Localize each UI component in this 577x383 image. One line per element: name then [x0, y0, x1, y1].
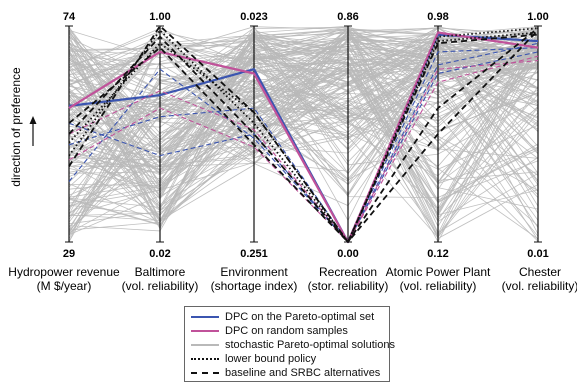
series-line-4 — [68, 27, 539, 243]
axis-name: Baltimore — [135, 265, 186, 279]
pareto-solution-line — [68, 70, 539, 225]
pareto-solution-line — [68, 36, 539, 115]
pareto-solution-line — [68, 29, 539, 241]
axis-top-value: 0.86 — [337, 11, 358, 23]
pareto-solution-line — [68, 26, 539, 208]
axis-bottom-value: 0.02 — [149, 248, 170, 260]
pareto-solution-line — [68, 52, 539, 210]
pareto-solution-line — [68, 31, 539, 204]
legend-swatch — [191, 344, 219, 346]
series-line-5 — [68, 27, 539, 243]
pareto-solution-line — [68, 26, 539, 175]
axis-name: Atomic Power Plant — [386, 265, 491, 279]
pareto-solution-line — [68, 38, 539, 233]
axis-top-value: 1.00 — [527, 11, 548, 23]
pareto-solution-line — [68, 34, 539, 180]
pareto-solution-line — [68, 44, 539, 112]
legend-item: DPC on the Pareto-optimal set — [191, 310, 383, 324]
axis-name: Recreation — [319, 265, 377, 279]
axis-top-value: 0.98 — [427, 11, 448, 23]
axis-name: Chester — [519, 265, 561, 279]
preference-arrow — [29, 116, 37, 146]
series-line-5 — [68, 25, 539, 243]
legend-item: baseline and SRBC alternatives — [191, 366, 383, 380]
pareto-solution-line — [68, 26, 539, 85]
legend-label: stochastic Pareto-optimal solutions — [225, 339, 395, 351]
series-line-2 — [68, 31, 539, 244]
pareto-solution-line — [68, 50, 539, 148]
axis-name-units: (shortage index) — [211, 279, 298, 293]
pareto-solution-line — [68, 35, 539, 181]
pareto-solution-line — [68, 54, 539, 239]
legend-item: lower bound policy — [191, 352, 383, 366]
series-line-1 — [68, 47, 539, 243]
axis-name-units: (stor. reliability) — [308, 279, 389, 293]
pareto-solution-line — [68, 27, 539, 201]
pareto-solution-line — [68, 34, 539, 236]
axis-name-units: (M $/year) — [37, 279, 92, 293]
axis-name: Environment — [220, 265, 288, 279]
axis-top-value: 1.00 — [149, 11, 170, 23]
legend-swatch — [191, 372, 219, 374]
pareto-solution-line — [68, 38, 539, 167]
legend-label: DPC on the Pareto-optimal set — [225, 311, 375, 323]
pareto-solution-line — [68, 32, 539, 196]
pareto-solution-line — [68, 36, 539, 202]
axis-bottom-value: 0.12 — [427, 248, 448, 260]
legend-swatch — [191, 330, 219, 332]
axis-bottom-value: 0.01 — [527, 248, 548, 260]
y-axis-label: direction of preference — [9, 67, 23, 187]
axis-top-value: 0.023 — [240, 11, 268, 23]
legend-label: DPC on random samples — [225, 325, 348, 337]
pareto-solution-line — [68, 27, 539, 152]
highlight-series-layer — [68, 25, 539, 244]
pareto-solution-line — [68, 51, 539, 183]
pareto-solution-line — [68, 30, 539, 183]
axis-bottom-value: 0.251 — [240, 248, 268, 260]
axis-top-value: 74 — [63, 11, 76, 23]
pareto-solution-line — [68, 78, 539, 187]
legend-label: lower bound policy — [225, 353, 317, 365]
series-line-5 — [68, 33, 539, 243]
pareto-solution-line — [68, 45, 539, 162]
pareto-solution-line — [68, 52, 539, 140]
axis-bottom-value: 0.00 — [337, 248, 358, 260]
pareto-solution-line — [68, 27, 539, 181]
pareto-solution-line — [68, 27, 539, 136]
pareto-solution-line — [68, 60, 539, 159]
legend-item: DPC on random samples — [191, 324, 383, 338]
pareto-solution-line — [68, 42, 539, 215]
pareto-solution-line — [68, 32, 539, 213]
axis-name-units: (vol. reliability) — [122, 279, 199, 293]
legend-item: stochastic Pareto-optimal solutions — [191, 338, 395, 352]
series-line-2 — [68, 55, 539, 243]
series-line-1 — [68, 51, 539, 243]
axis-name-units: (vol. reliability) — [400, 279, 477, 293]
pareto-solution-line — [68, 27, 539, 139]
legend: DPC on the Pareto-optimal set DPC on rand… — [184, 306, 395, 382]
pareto-solution-line — [68, 63, 539, 235]
axis-name: Hydropower revenue — [8, 265, 120, 279]
pareto-solution-line — [68, 32, 539, 181]
pareto-solution-line — [68, 34, 539, 238]
pareto-solution-line — [68, 99, 539, 211]
pareto-solution-line — [68, 50, 539, 231]
axis-bottom-value: 29 — [63, 248, 75, 260]
legend-swatch — [191, 358, 219, 360]
axis-name-units: (vol. reliability) — [502, 279, 577, 293]
legend-label: baseline and SRBC alternatives — [225, 367, 381, 379]
axis-labels-layer: 74 29 Hydropower revenue(M $/year) 1.00 0.02… — [8, 11, 577, 293]
series-line-1 — [68, 42, 539, 243]
pareto-solution-line — [68, 59, 539, 174]
pareto-solution-line — [68, 33, 539, 211]
pareto-solutions-layer — [68, 25, 539, 243]
series-line-4 — [68, 31, 539, 243]
legend-swatch — [191, 316, 219, 318]
